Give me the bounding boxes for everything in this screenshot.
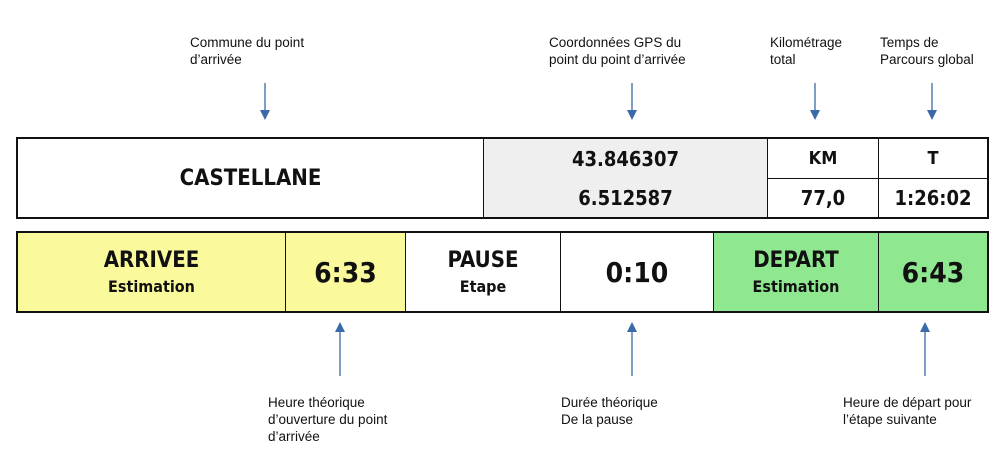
arrow-up-icon — [627, 322, 637, 376]
annotation-km: Kilométrage total — [770, 35, 843, 67]
arrow-down-icon — [810, 83, 820, 120]
arrow-down-icon — [627, 83, 637, 120]
gps-cell: 43.846307 6.512587 — [483, 138, 768, 218]
commune-name: CASTELLANE — [179, 165, 322, 191]
arrivee-label: ARRIVEE — [103, 248, 200, 273]
annotation-temps: Temps de Parcours global — [880, 35, 974, 67]
pause-sub: Etape — [459, 277, 507, 296]
arrow-down-icon — [260, 83, 270, 120]
timing-table-border — [16, 231, 989, 313]
arrow-up-icon — [335, 322, 345, 376]
arrow-down-icon — [927, 83, 937, 120]
latitude: 43.846307 — [572, 146, 679, 171]
depart-time-cell: 6:43 — [878, 232, 988, 312]
depart-time: 6:43 — [901, 255, 965, 289]
annotation-gps: Coordonnées GPS du point du point d’arri… — [549, 35, 686, 67]
annotation-duree-pause: Durée théorique De la pause — [561, 395, 658, 427]
t-label: T — [927, 148, 939, 169]
annotation-heure-depart: Heure de départ pour l’étape suivante — [843, 395, 972, 427]
pause-time: 0:10 — [605, 255, 669, 289]
km-label: KM — [808, 148, 838, 169]
pause-label: PAUSE — [447, 248, 519, 273]
annotation-commune: Commune du point d’arrivée — [190, 35, 305, 67]
depart-sub: Estimation — [752, 277, 840, 296]
arrow-up-icon — [920, 322, 930, 376]
km-value: 77,0 — [800, 186, 846, 210]
longitude: 6.512587 — [578, 185, 673, 210]
annotation-heure-arrivee: Heure théorique d’ouverture du point d’a… — [268, 395, 388, 444]
t-value: 1:26:02 — [894, 186, 972, 210]
info-table-border — [16, 137, 989, 219]
arrivee-sub: Estimation — [108, 277, 195, 296]
depart-label: DEPART — [753, 248, 839, 273]
depart-label-cell: DEPART Estimation — [713, 232, 879, 312]
arrivee-time: 6:33 — [314, 255, 377, 289]
